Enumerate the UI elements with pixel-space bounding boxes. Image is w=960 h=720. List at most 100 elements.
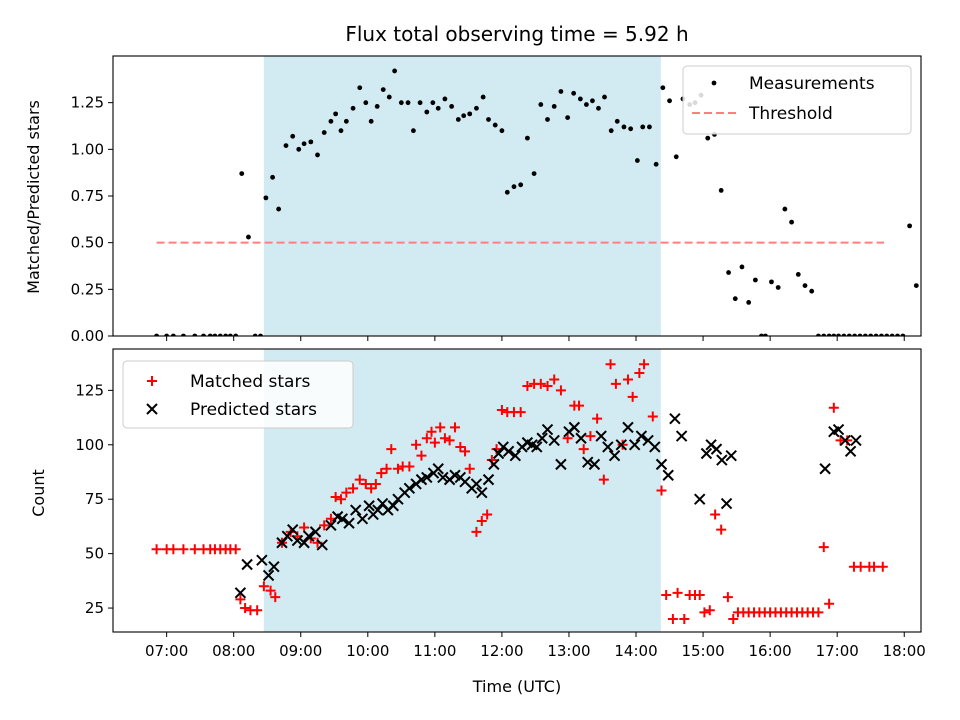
predicted-star-point xyxy=(372,504,384,516)
measurement-point xyxy=(596,105,601,111)
matched-star-point xyxy=(330,492,341,503)
predicted-star-point xyxy=(548,434,560,447)
matched-star-point xyxy=(482,509,493,520)
matched-star-point xyxy=(877,561,888,572)
measurement-point xyxy=(328,118,334,124)
measurement-point xyxy=(667,98,672,104)
matched-star-point xyxy=(449,422,460,433)
predicted-star-point xyxy=(316,539,328,551)
matched-star-point xyxy=(376,468,387,479)
measurement-point xyxy=(486,117,491,122)
matched-star-point xyxy=(258,581,269,592)
measurement-point xyxy=(628,126,634,132)
matched-star-point xyxy=(562,433,573,444)
measurement-point xyxy=(739,264,745,270)
predicted-star-point xyxy=(403,482,416,495)
top-observing-window xyxy=(263,56,661,336)
matched-star-point xyxy=(574,400,585,411)
x-tick-label: 14:00 xyxy=(614,642,657,660)
predicted-star-point xyxy=(437,471,449,484)
top-y-tick-label: 0.25 xyxy=(71,280,104,298)
legend-threshold-label: Threshold xyxy=(748,104,833,124)
top-y-tick-label: 0.00 xyxy=(71,327,104,345)
top-y-tick-label: 1.25 xyxy=(71,94,104,112)
matched-star-point xyxy=(679,613,690,624)
top-panel: 0.00 0.25 0.50 0.75 1.00 1.25 Measurements Thre… xyxy=(71,55,922,345)
matched-star-point xyxy=(710,509,721,520)
matched-star-point xyxy=(476,515,487,526)
predicted-star-point xyxy=(622,421,634,434)
matched-star-point xyxy=(151,544,162,555)
predicted-star-point xyxy=(343,517,355,529)
measurement-point xyxy=(640,124,646,130)
matched-star-point xyxy=(549,374,560,385)
predicted-star-point xyxy=(832,423,845,436)
measurement-point xyxy=(602,94,607,100)
measurement-point xyxy=(386,94,392,100)
measurement-point xyxy=(895,333,900,336)
bottom-series-predicted-stars xyxy=(234,412,862,599)
predicted-star-point xyxy=(839,434,851,447)
bottom-panel: 25 50 75 100 125 07:00 08:00 09:00 10:00 11:00 12:… xyxy=(75,348,926,660)
matched-star-point xyxy=(627,391,638,402)
measurement-point xyxy=(405,100,411,106)
matched-star-point xyxy=(341,487,352,498)
matched-star-point xyxy=(647,411,658,422)
measurement-point xyxy=(504,189,510,195)
bottom-plot-area xyxy=(151,359,888,624)
measurement-point xyxy=(442,96,448,102)
matched-star-point xyxy=(542,381,553,392)
top-y-tick-label: 0.50 xyxy=(71,234,104,252)
measurement-point xyxy=(836,333,841,336)
predicted-star-point xyxy=(675,430,688,442)
x-tick-label: 13:00 xyxy=(547,642,590,660)
matched-star-point xyxy=(605,359,616,370)
matched-star-point xyxy=(728,613,739,624)
bottom-axes-frame xyxy=(112,348,922,633)
measurement-point xyxy=(821,333,827,336)
measurement-point xyxy=(181,333,186,336)
predicted-star-point xyxy=(502,445,515,458)
measurement-point xyxy=(258,333,263,336)
measurement-point xyxy=(614,118,620,124)
measurement-point xyxy=(647,124,652,130)
x-tick-label: 15:00 xyxy=(681,642,724,660)
predicted-star-point xyxy=(336,513,349,525)
measurement-point xyxy=(524,135,530,141)
predicted-star-point xyxy=(588,458,601,471)
predicted-star-point xyxy=(531,441,543,453)
measurement-point xyxy=(634,158,640,163)
predicted-star-point xyxy=(350,504,362,516)
matched-star-point xyxy=(716,524,727,535)
bottom-legend-box xyxy=(122,360,354,429)
measurement-point xyxy=(357,85,363,91)
x-tick-label: 08:00 xyxy=(212,642,255,660)
measurement-point xyxy=(653,161,659,167)
predicted-star-point xyxy=(325,519,337,532)
matched-star-point xyxy=(335,494,346,505)
measurement-point xyxy=(841,333,847,336)
x-tick-label: 09:00 xyxy=(279,642,322,660)
predicted-star-point xyxy=(710,443,723,455)
legend-predicted-label: Predicted stars xyxy=(190,400,317,420)
measurement-point xyxy=(705,135,711,141)
measurement-point xyxy=(752,277,758,283)
x-tick-label: 10:00 xyxy=(346,642,389,660)
measurement-point xyxy=(846,333,852,336)
matched-star-point xyxy=(813,607,824,618)
measurement-point xyxy=(782,206,788,212)
matched-star-point xyxy=(421,433,432,444)
predicted-star-point xyxy=(363,500,375,512)
matched-star-point xyxy=(416,450,427,461)
bottom-series-matched-stars xyxy=(151,359,888,624)
top-legend-box xyxy=(682,65,912,135)
matched-star-point xyxy=(354,474,365,485)
measurement-point xyxy=(558,89,564,94)
predicted-star-point xyxy=(669,412,681,425)
measurement-point xyxy=(746,300,752,305)
matched-star-point xyxy=(634,367,645,378)
predicted-star-point xyxy=(432,463,444,475)
bottom-legend: Matched stars Predicted stars xyxy=(122,360,354,429)
measurement-point xyxy=(315,152,320,158)
